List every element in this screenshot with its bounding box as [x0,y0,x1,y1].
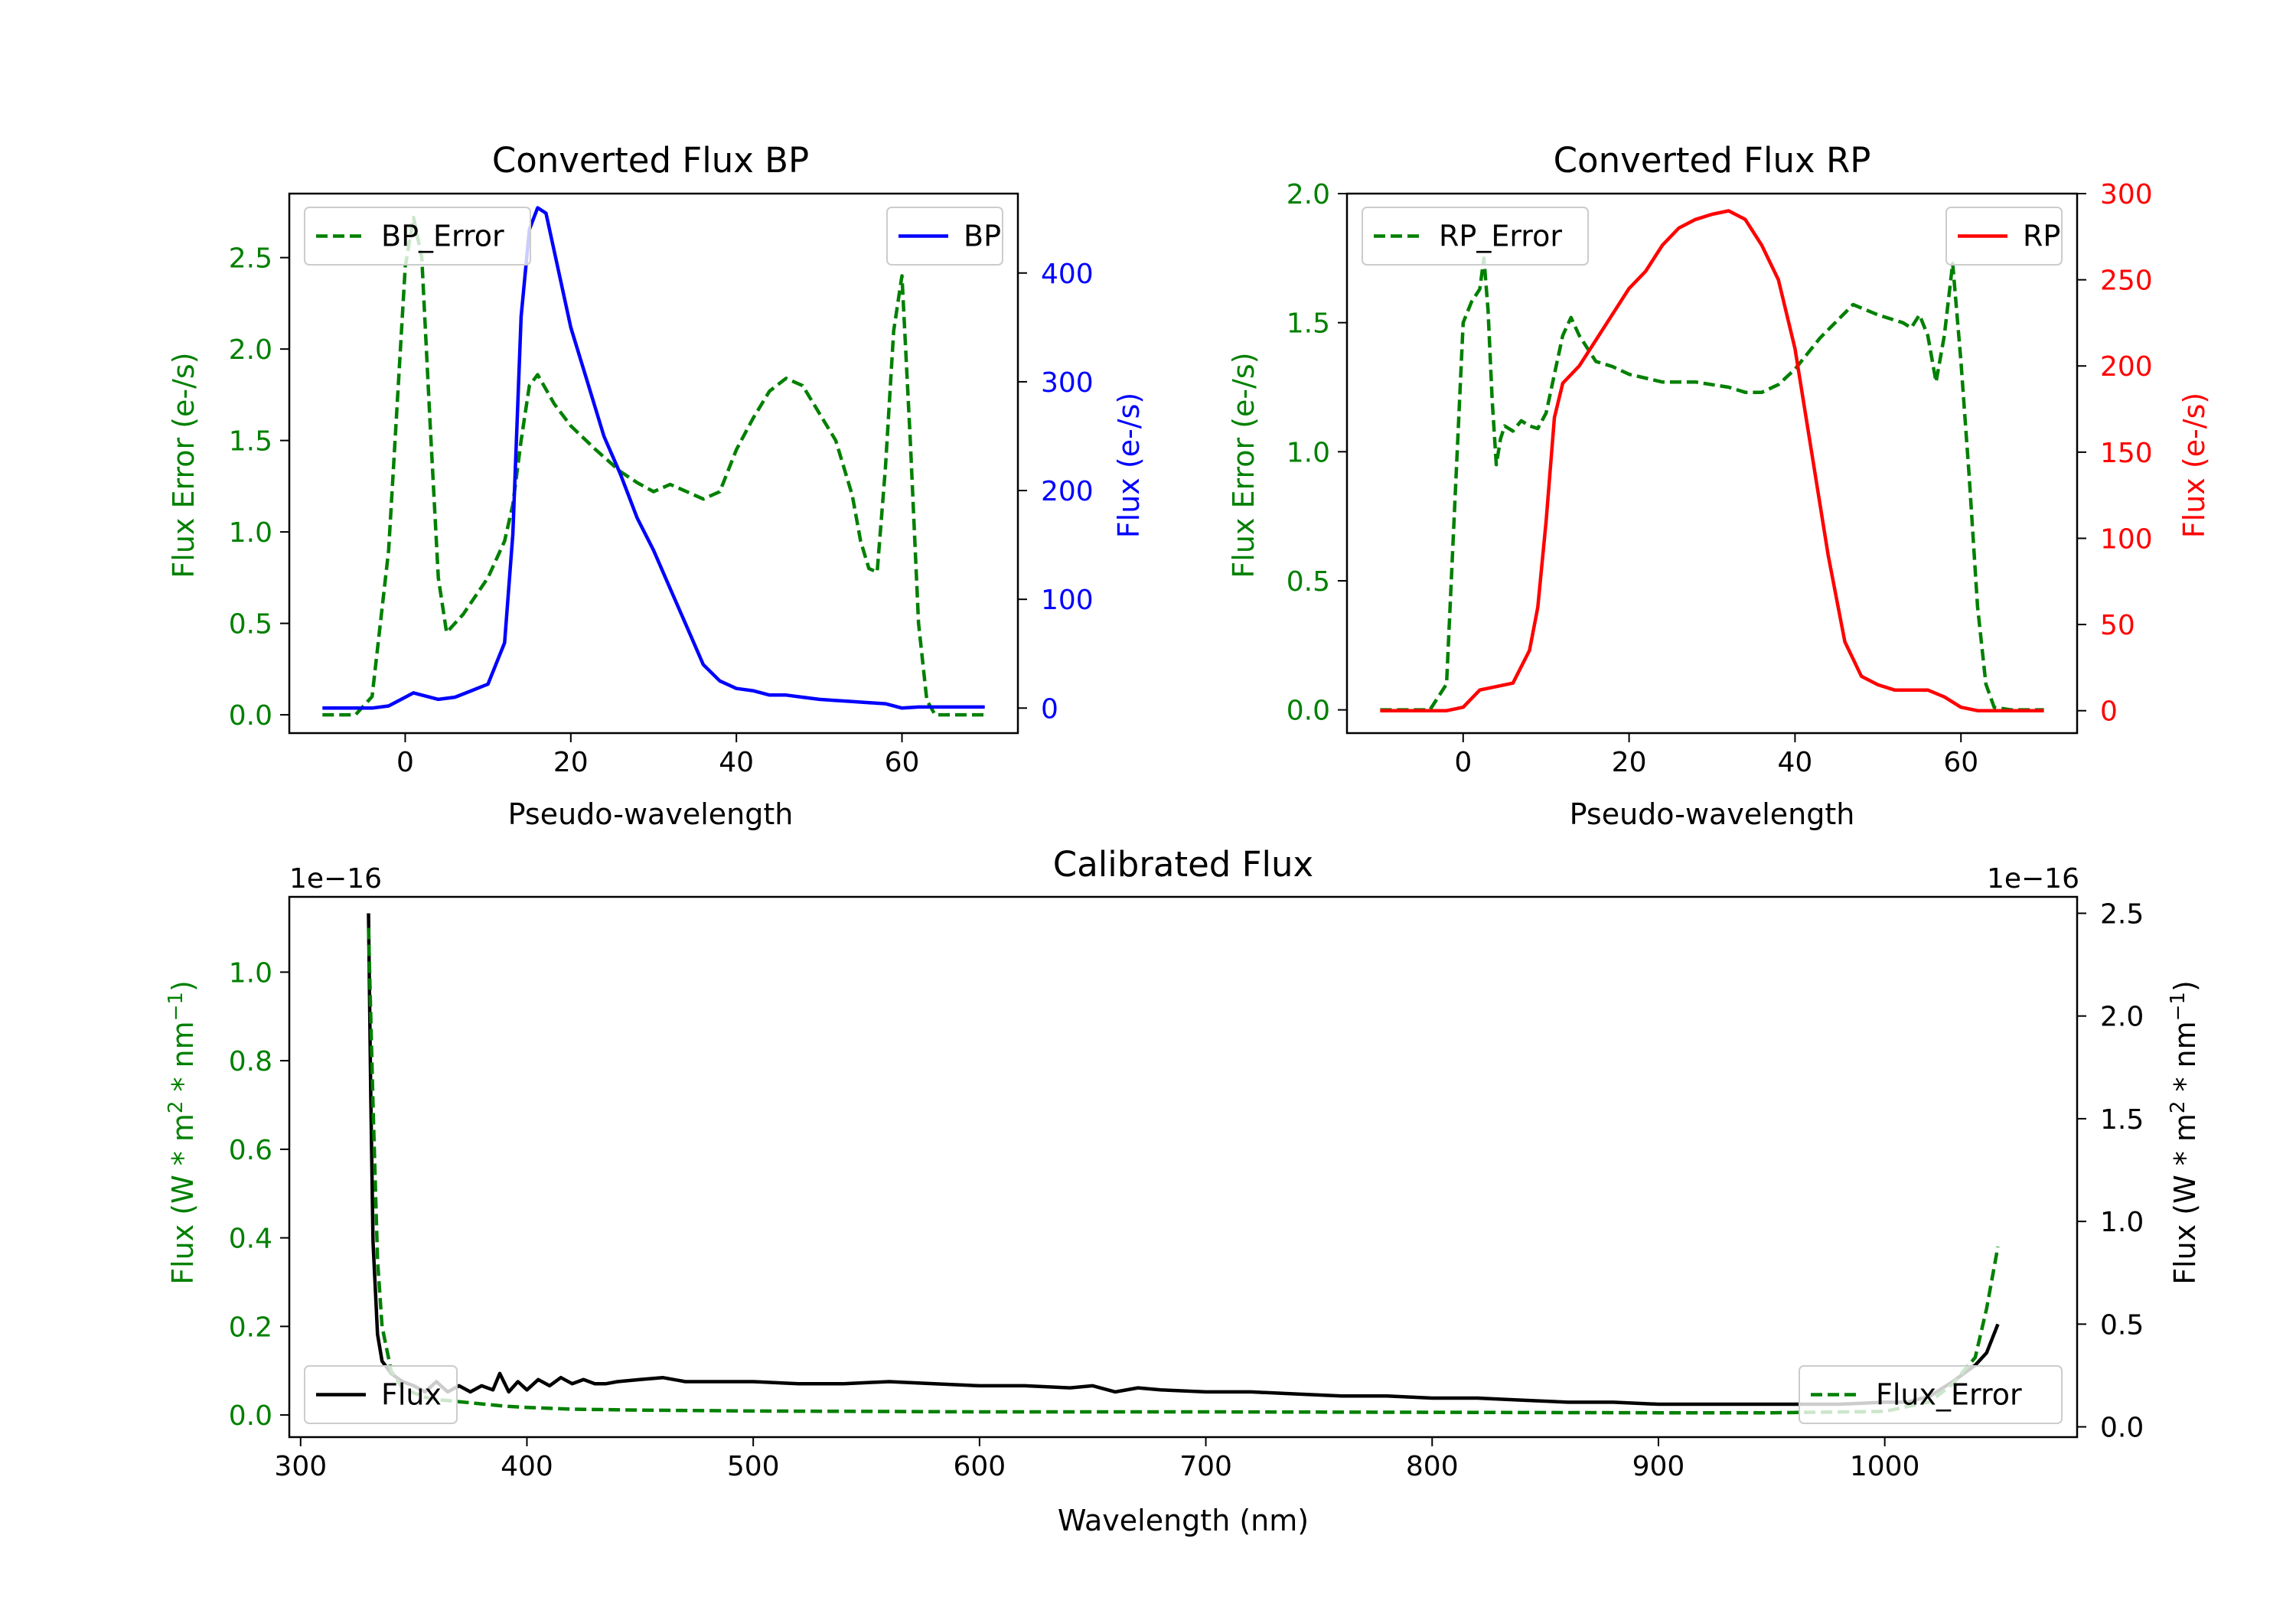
rp-legend-rp: RP [1945,207,2063,266]
rp-ytick-right-label: 250 [2100,266,2153,297]
legend-label: RP_Error [1439,220,1562,253]
cal-ytick-left-label: 0.8 [229,1046,272,1077]
cal-title: Calibrated Flux [1053,844,1313,885]
rp-xtick-label: 0 [1454,747,1472,778]
rp-ylabel-left: Flux Error (e-/s) [1227,352,1261,578]
panel-rp: Converted Flux RP Pseudo-wavelength Flux… [1227,140,2211,831]
bp-ytick-left-label: 1.0 [229,517,272,549]
bp-legend-bp: BP [886,207,1003,266]
cal-ytick-left-label: 1.0 [229,957,272,989]
panel-cal: Calibrated Flux Wavelength (nm) 1e−16 1e… [165,844,2202,1537]
legend-box [1362,207,1589,266]
bp-ylabel-right: Flux (e-/s) [1112,393,1146,538]
chart-marks: 0 20 40 600.00.51.01.52.02.50100200300400BP… [229,179,2153,1482]
bp-legend-bp-error: BP_Error [304,207,531,266]
bp-title: Converted Flux BP [492,140,809,181]
legend-label: BP_Error [381,220,504,253]
rp-ytick-right-label: 150 [2100,438,2153,469]
legend-box [304,207,531,266]
bp-ytick-left-label: 0.5 [229,609,272,641]
rp-ytick-right-label: 100 [2100,523,2153,555]
legend-label: RP [2023,220,2060,253]
bp-xlabel: Pseudo-wavelength [508,797,794,831]
rp-title: Converted Flux RP [1554,140,1871,181]
cal-ylabel-left: Flux (W * m2 * nm−1) [165,980,200,1285]
cal-series-flux-error [367,927,2000,1415]
cal-xtick-label: 600 [954,1451,1006,1482]
cal-ytick-right-label: 1.0 [2100,1207,2144,1238]
cal-legend-flux: Flux [304,1365,458,1424]
bp-ytick-right-label: 400 [1041,259,1094,290]
legend-label: Flux_Error [1876,1378,2022,1412]
rp-ytick-right-label: 300 [2100,179,2153,210]
bp-ylabel-left: Flux Error (e-/s) [167,352,201,578]
bp-ytick-right-label: 300 [1041,367,1094,399]
cal-xtick-label: 900 [1632,1451,1685,1482]
bp-ytick-right-label: 100 [1041,585,1094,616]
bp-ytick-right-label: 0 [1041,693,1058,725]
cal-ytick-left-label: 0.6 [229,1135,272,1166]
rp-ytick-right-label: 0 [2100,696,2118,728]
bp-ytick-left-label: 1.5 [229,426,272,458]
rp-ytick-left-label: 0.0 [1287,696,1330,727]
cal-ylabel-right: Flux (W * m2 * nm−1) [2167,980,2202,1285]
bp-plot: 0 20 40 60 0.0 0.5 1.0 1.5 2.0 2.5 0 100 200 300 400 BP… [229,192,1094,778]
rp-ytick-left-label: 2.0 [1287,179,1330,210]
rp-ytick-left-label: 1.5 [1287,308,1330,340]
cal-xtick-label: 800 [1406,1451,1459,1482]
legend-label: Flux [381,1378,442,1412]
cal-ytick-right-label: 0.0 [2100,1413,2144,1444]
bp-ytick-right-label: 200 [1041,476,1094,507]
cal-offset-right: 1e−16 [1987,863,2079,895]
bp-ytick-left-label: 2.0 [229,334,272,366]
rp-plot: 0 20 40 60 0.0 0.5 1.0 1.5 2.0 0 50 100 150 200 250 300… [1287,179,2153,778]
cal-frame [288,895,2079,1439]
rp-series-rp-error [1380,256,2044,712]
rp-xlabel: Pseudo-wavelength [1570,797,1855,831]
rp-xtick-label: 60 [1943,747,1978,778]
rp-series-rp [1380,209,2044,712]
rp-ytick-left-label: 1.0 [1287,437,1330,468]
cal-ytick-left-label: 0.2 [229,1312,272,1343]
cal-ytick-right-label: 0.5 [2100,1309,2144,1341]
cal-xtick-label: 400 [501,1451,553,1482]
rp-xtick-label: 40 [1778,747,1813,778]
bp-ytick-left-label: 0.0 [229,700,272,732]
rp-ylabel-right: Flux (e-/s) [2177,393,2211,538]
cal-plot: 300 400 500 600 700 800 900 1000 0.0 0.2 0.4 0.6 0.8… [229,895,2144,1482]
rp-frame [1345,192,2079,735]
bp-ytick-left-label: 2.5 [229,243,272,275]
bp-xtick-label: 60 [885,747,920,778]
cal-ytick-left-label: 0.4 [229,1224,272,1255]
cal-xtick-label: 500 [727,1451,780,1482]
cal-ytick-right-label: 1.5 [2100,1104,2144,1136]
bp-xtick-label: 40 [719,747,754,778]
bp-xtick-label: 20 [553,747,589,778]
panel-bp: Converted Flux BP Pseudo-wavelength Flux… [167,140,1146,831]
legend-box [1799,1365,2063,1424]
cal-xtick-label: 300 [274,1451,327,1482]
legend-box [304,1365,458,1424]
legend-label: BP [964,220,1001,253]
rp-xtick-label: 20 [1612,747,1647,778]
cal-offset-left: 1e−16 [289,863,382,895]
rp-legend-rp-error: RP_Error [1362,207,1589,266]
cal-ytick-right-label: 2.5 [2100,898,2144,930]
cal-legend-flux-error: Flux_Error [1799,1365,2063,1424]
cal-xtick-label: 1000 [1850,1451,1920,1482]
rp-ytick-right-label: 50 [2100,610,2135,641]
rp-ytick-right-label: 200 [2100,351,2153,383]
cal-ytick-left-label: 0.0 [229,1400,272,1432]
cal-series-flux [367,913,2000,1407]
bp-series-bp [322,206,985,710]
rp-ytick-left-label: 0.5 [1287,566,1330,598]
bp-xtick-label: 0 [396,747,414,778]
cal-ytick-right-label: 2.0 [2100,1002,2144,1033]
bp-frame [288,192,1019,735]
bp-series-bp-error [322,215,985,717]
cal-xlabel: Wavelength (nm) [1058,1504,1309,1537]
cal-xtick-label: 700 [1179,1451,1232,1482]
